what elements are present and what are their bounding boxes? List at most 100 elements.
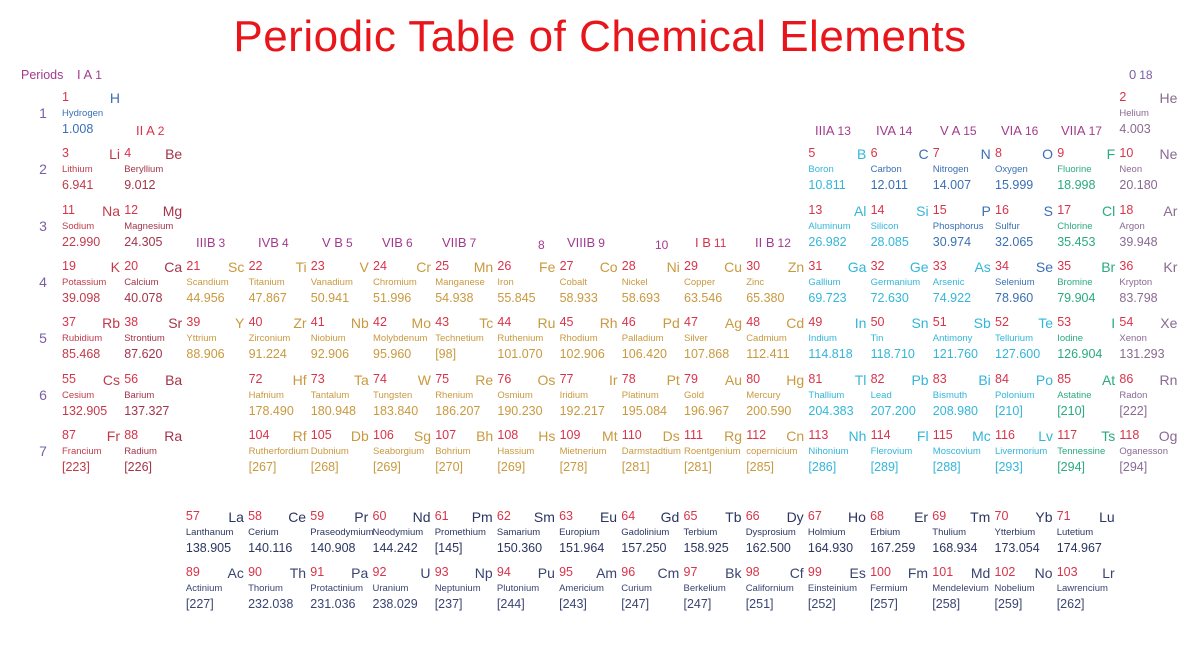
element-cell[interactable]: 38 Sr Strontium 87.620: [124, 315, 184, 369]
element-cell[interactable]: 89 Ac Actinium [227]: [186, 565, 246, 619]
element-cell[interactable]: 106 Sg Seaborgium [269]: [373, 428, 433, 482]
element-cell[interactable]: 17 Cl Chlorine 35.453: [1057, 203, 1117, 257]
element-cell[interactable]: 39 Y Yttrium 88.906: [186, 315, 246, 369]
element-cell[interactable]: 54 Xe Xenon 131.293: [1119, 315, 1179, 369]
element-cell[interactable]: 92 U Uranium 238.029: [373, 565, 433, 619]
element-cell[interactable]: 52 Te Tellurium 127.600: [995, 315, 1055, 369]
element-cell[interactable]: 33 As Arsenic 74.922: [933, 259, 993, 313]
element-cell[interactable]: 44 Ru Ruthenium 101.070: [497, 315, 557, 369]
element-cell[interactable]: 104 Rf Rutherfordium [267]: [249, 428, 309, 482]
element-cell[interactable]: 79 Au Gold 196.967: [684, 372, 744, 426]
element-cell[interactable]: 14 Si Silicon 28.085: [871, 203, 931, 257]
element-cell[interactable]: 13 Al Aluminum 26.982: [808, 203, 868, 257]
element-cell[interactable]: 105 Db Dubnium [268]: [311, 428, 371, 482]
element-cell[interactable]: 83 Bi Bismuth 208.980: [933, 372, 993, 426]
element-cell[interactable]: 19 K Potassium 39.098: [62, 259, 122, 313]
element-cell[interactable]: 47 Ag Silver 107.868: [684, 315, 744, 369]
element-cell[interactable]: 10 Ne Neon 20.180: [1119, 146, 1179, 200]
element-cell[interactable]: 51 Sb Antimony 121.760: [933, 315, 993, 369]
element-cell[interactable]: 18 Ar Argon 39.948: [1119, 203, 1179, 257]
element-cell[interactable]: 76 Os Osmium 190.230: [497, 372, 557, 426]
element-cell[interactable]: 21 Sc Scandium 44.956: [186, 259, 246, 313]
element-cell[interactable]: 75 Re Rhenium 186.207: [435, 372, 495, 426]
element-cell[interactable]: 61 Pm Promethium [145]: [435, 509, 495, 563]
element-cell[interactable]: 43 Tc Technetium [98]: [435, 315, 495, 369]
element-cell[interactable]: 23 V Vanadium 50.941: [311, 259, 371, 313]
element-cell[interactable]: 71 Lu Lutetium 174.967: [1057, 509, 1117, 563]
element-cell[interactable]: 34 Se Selenium 78.960: [995, 259, 1055, 313]
element-cell[interactable]: 29 Cu Copper 63.546: [684, 259, 744, 313]
element-cell[interactable]: 8 O Oxygen 15.999: [995, 146, 1055, 200]
element-cell[interactable]: 78 Pt Platinum 195.084: [622, 372, 682, 426]
element-cell[interactable]: 69 Tm Thulium 168.934: [932, 509, 992, 563]
element-cell[interactable]: 82 Pb Lead 207.200: [871, 372, 931, 426]
element-cell[interactable]: 32 Ge Germanium 72.630: [871, 259, 931, 313]
element-cell[interactable]: 80 Hg Mercury 200.590: [746, 372, 806, 426]
element-cell[interactable]: 96 Cm Curium [247]: [621, 565, 681, 619]
element-cell[interactable]: 7 N Nitrogen 14.007: [933, 146, 993, 200]
element-cell[interactable]: 72 Hf Hafnium 178.490: [249, 372, 309, 426]
element-cell[interactable]: 99 Es Einsteinium [252]: [808, 565, 868, 619]
element-cell[interactable]: 53 I Iodine 126.904: [1057, 315, 1117, 369]
element-cell[interactable]: 102 No Nobelium [259]: [995, 565, 1055, 619]
element-cell[interactable]: 31 Ga Gallium 69.723: [808, 259, 868, 313]
element-cell[interactable]: 113 Nh Nihonium [286]: [808, 428, 868, 482]
element-cell[interactable]: 64 Gd Gadolinium 157.250: [621, 509, 681, 563]
element-cell[interactable]: 36 Kr Krypton 83.798: [1119, 259, 1179, 313]
element-cell[interactable]: 85 At Astatine [210]: [1057, 372, 1117, 426]
element-cell[interactable]: 110 Ds Darmstadtium [281]: [622, 428, 682, 482]
element-cell[interactable]: 77 Ir Iridium 192.217: [560, 372, 620, 426]
element-cell[interactable]: 26 Fe Iron 55.845: [497, 259, 557, 313]
element-cell[interactable]: 28 Ni Nickel 58.693: [622, 259, 682, 313]
element-cell[interactable]: 87 Fr Francium [223]: [62, 428, 122, 482]
element-cell[interactable]: 90 Th Thorium 232.038: [248, 565, 308, 619]
element-cell[interactable]: 86 Rn Radon [222]: [1119, 372, 1179, 426]
element-cell[interactable]: 6 C Carbon 12.011: [871, 146, 931, 200]
element-cell[interactable]: 70 Yb Ytterbium 173.054: [995, 509, 1055, 563]
element-cell[interactable]: 97 Bk Berkelium [247]: [684, 565, 744, 619]
element-cell[interactable]: 73 Ta Tantalum 180.948: [311, 372, 371, 426]
element-cell[interactable]: 20 Ca Calcium 40.078: [124, 259, 184, 313]
element-cell[interactable]: 63 Eu Europium 151.964: [559, 509, 619, 563]
element-cell[interactable]: 25 Mn Manganese 54.938: [435, 259, 495, 313]
element-cell[interactable]: 46 Pd Palladium 106.420: [622, 315, 682, 369]
element-cell[interactable]: 55 Cs Cesium 132.905: [62, 372, 122, 426]
element-cell[interactable]: 94 Pu Plutonium [244]: [497, 565, 557, 619]
element-cell[interactable]: 109 Mt Mietnerium [278]: [560, 428, 620, 482]
element-cell[interactable]: 118 Og Oganesson [294]: [1119, 428, 1179, 482]
element-cell[interactable]: 42 Mo Molybdenum 95.960: [373, 315, 433, 369]
element-cell[interactable]: 16 S Sulfur 32.065: [995, 203, 1055, 257]
element-cell[interactable]: 107 Bh Bohrium [270]: [435, 428, 495, 482]
element-cell[interactable]: 117 Ts Tennessine [294]: [1057, 428, 1117, 482]
element-cell[interactable]: 40 Zr Zirconium 91.224: [249, 315, 309, 369]
element-cell[interactable]: 12 Mg Magnesium 24.305: [124, 203, 184, 257]
element-cell[interactable]: 58 Ce Cerium 140.116: [248, 509, 308, 563]
element-cell[interactable]: 35 Br Bromine 79.904: [1057, 259, 1117, 313]
element-cell[interactable]: 3 Li Lithium 6.941: [62, 146, 122, 200]
element-cell[interactable]: 115 Mc Moscovium [288]: [933, 428, 993, 482]
element-cell[interactable]: 103 Lr Lawrencium [262]: [1057, 565, 1117, 619]
element-cell[interactable]: 98 Cf Californium [251]: [746, 565, 806, 619]
element-cell[interactable]: 65 Tb Terbium 158.925: [684, 509, 744, 563]
element-cell[interactable]: 15 P Phosphorus 30.974: [933, 203, 993, 257]
element-cell[interactable]: 5 B Boron 10.811: [808, 146, 868, 200]
element-cell[interactable]: 100 Fm Fermium [257]: [870, 565, 930, 619]
element-cell[interactable]: 11 Na Sodium 22.990: [62, 203, 122, 257]
element-cell[interactable]: 81 Tl Thallium 204.383: [808, 372, 868, 426]
element-cell[interactable]: 91 Pa Protactinium 231.036: [310, 565, 370, 619]
element-cell[interactable]: 95 Am Americium [243]: [559, 565, 619, 619]
element-cell[interactable]: 68 Er Erbium 167.259: [870, 509, 930, 563]
element-cell[interactable]: 27 Co Cobalt 58.933: [560, 259, 620, 313]
element-cell[interactable]: 67 Ho Holmium 164.930: [808, 509, 868, 563]
element-cell[interactable]: 1 H Hydrogen 1.008: [62, 90, 122, 144]
element-cell[interactable]: 56 Ba Barium 137.327: [124, 372, 184, 426]
element-cell[interactable]: 88 Ra Radium [226]: [124, 428, 184, 482]
element-cell[interactable]: 4 Be Beryllium 9.012: [124, 146, 184, 200]
element-cell[interactable]: 114 Fl Flerovium [289]: [871, 428, 931, 482]
element-cell[interactable]: 24 Cr Chromium 51.996: [373, 259, 433, 313]
element-cell[interactable]: 112 Cn copernicium [285]: [746, 428, 806, 482]
element-cell[interactable]: 30 Zn Zinc 65.380: [746, 259, 806, 313]
element-cell[interactable]: 49 In Indium 114.818: [808, 315, 868, 369]
element-cell[interactable]: 116 Lv Livermorium [293]: [995, 428, 1055, 482]
element-cell[interactable]: 50 Sn Tin 118.710: [871, 315, 931, 369]
